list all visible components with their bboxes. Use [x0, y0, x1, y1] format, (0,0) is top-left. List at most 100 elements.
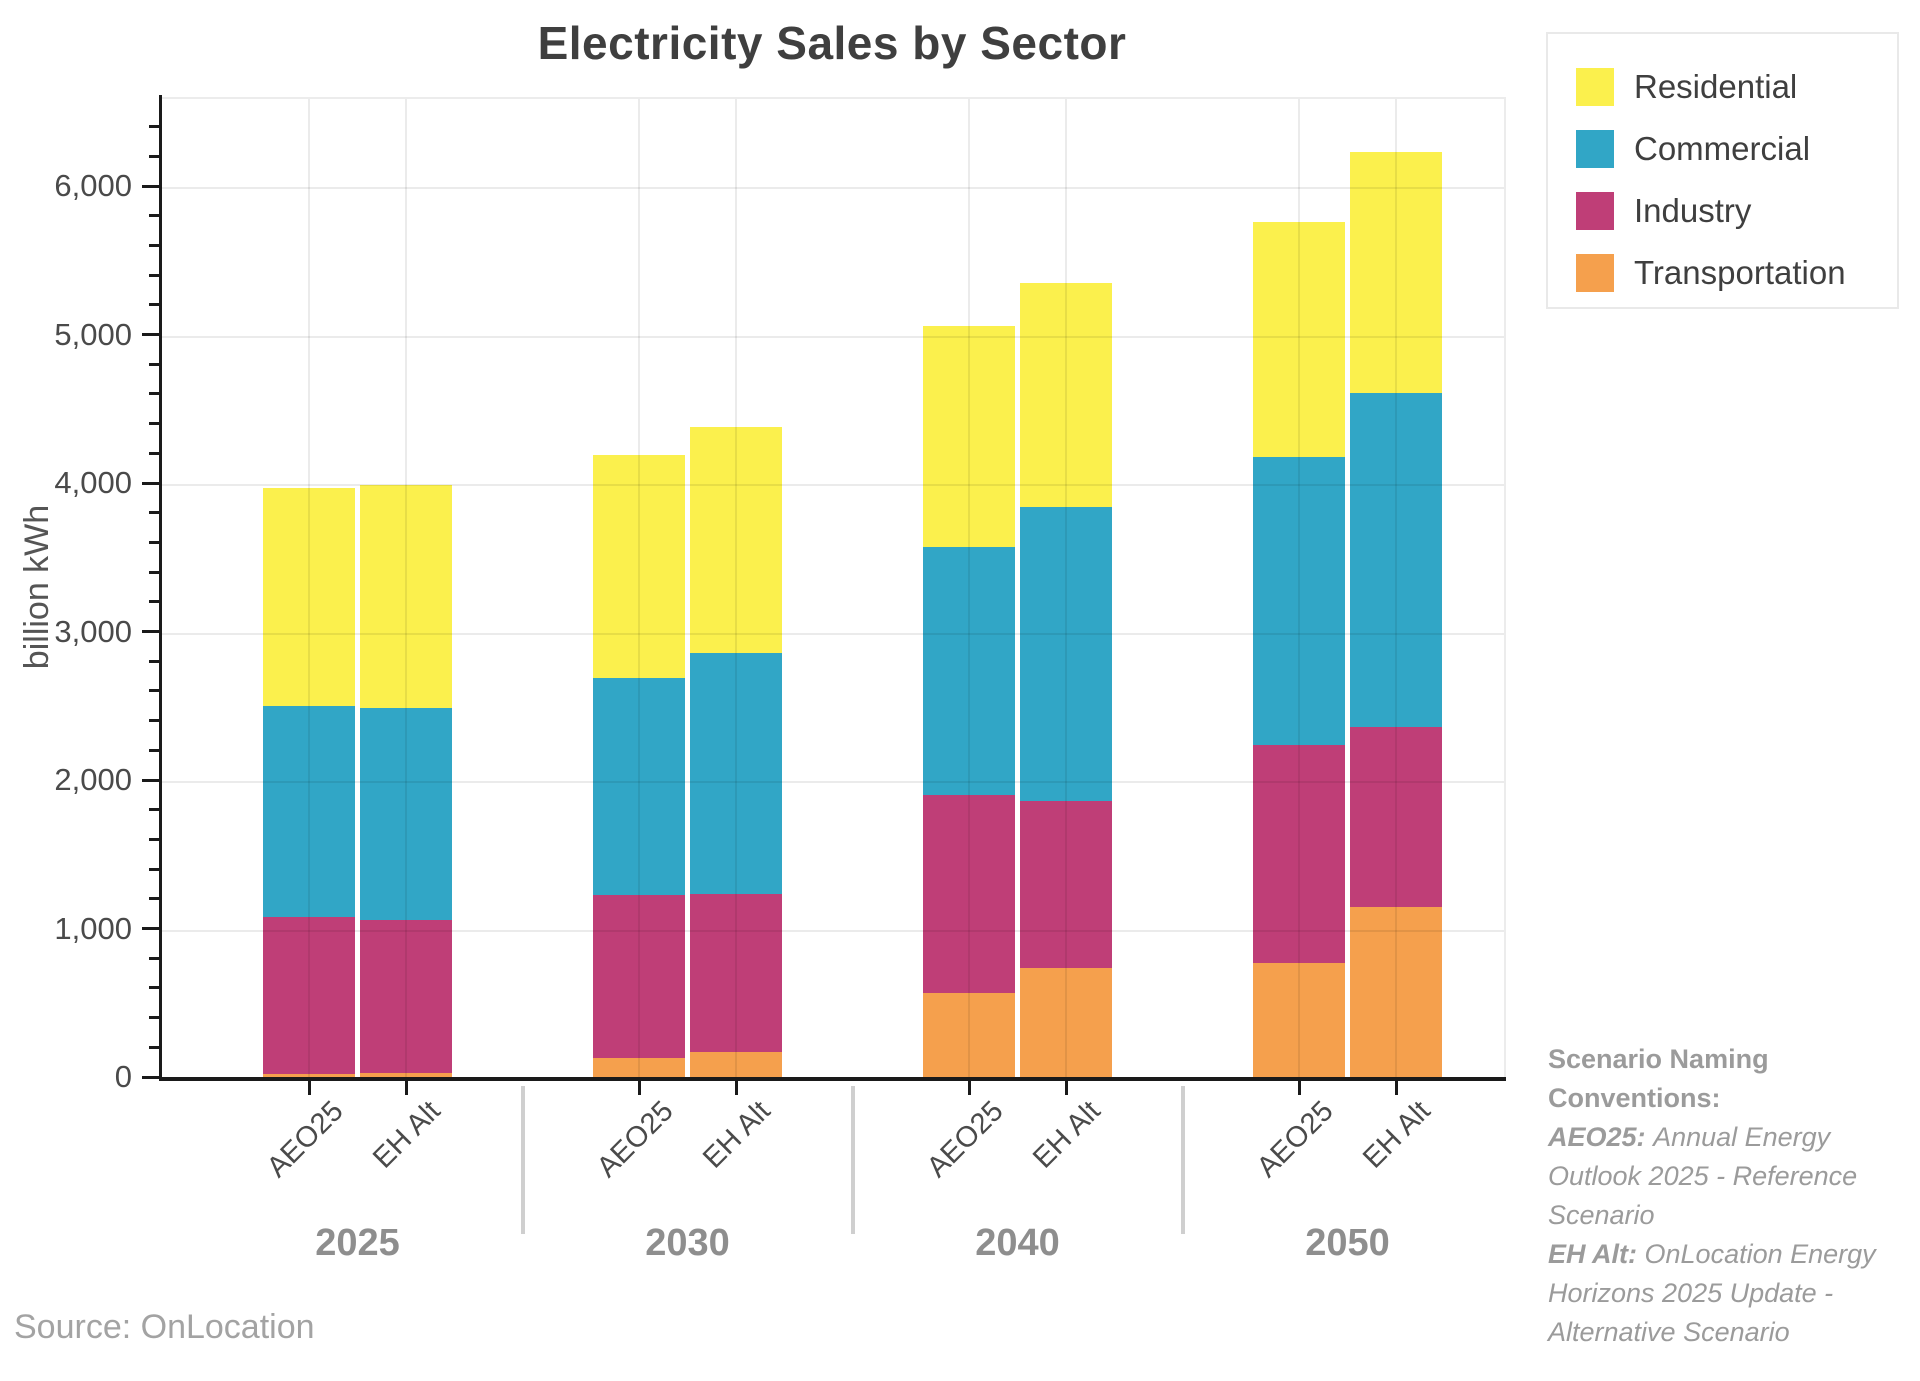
- bar-segment-2040-AEO25-commercial: [923, 547, 1015, 796]
- y-tick-4000: [142, 481, 159, 485]
- y-minor-tick-4600: [149, 392, 159, 396]
- group-separator-1: [520, 1086, 525, 1234]
- y-tick-2000: [142, 778, 159, 782]
- y-gridline-4000: [160, 484, 1504, 487]
- bar-segment-2040-EHAlt-residential: [1020, 283, 1112, 508]
- y-minor-tick-4200: [149, 451, 159, 455]
- bar-segment-2050-AEO25-residential: [1253, 222, 1345, 457]
- bar-segment-2030-EHAlt-residential: [690, 427, 782, 653]
- group-label-2030: 2030: [645, 1222, 730, 1264]
- source-label: Source: OnLocation: [14, 1308, 315, 1346]
- y-gridline-5000: [160, 335, 1504, 338]
- x-tick-5: [1064, 1079, 1068, 1095]
- legend-label-commercial: Commercial: [1634, 130, 1811, 167]
- bar-segment-2040-EHAlt-industry: [1020, 801, 1112, 968]
- y-minor-tick-1400: [149, 867, 159, 871]
- x-bar-label-1: EH Alt: [367, 1095, 447, 1175]
- y-minor-tick-1200: [149, 897, 159, 901]
- bar-segment-2030-AEO25-transportation: [593, 1058, 685, 1079]
- y-minor-tick-1600: [149, 837, 159, 841]
- y-tick-6000: [142, 184, 159, 188]
- y-gridline-6000: [160, 187, 1504, 190]
- x-gridline-3: [735, 99, 737, 1079]
- bar-segment-2025-EHAlt-residential: [360, 485, 452, 708]
- group-label-2040: 2040: [975, 1222, 1060, 1264]
- x-bar-label-4: AEO25: [920, 1095, 1010, 1184]
- scenario-note: Scenario Naming Conventions: AEO25: Annu…: [1548, 1040, 1910, 1352]
- group-separator-3: [1180, 1086, 1185, 1234]
- x-bar-label-3: EH Alt: [697, 1095, 777, 1175]
- bar-segment-2040-AEO25-transportation: [923, 992, 1015, 1079]
- y-minor-tick-1800: [149, 808, 159, 812]
- y-tick-label-5000: 5,000: [54, 316, 132, 352]
- legend-item-residential: Residential: [1576, 68, 1876, 112]
- bar-segment-2030-AEO25-industry: [593, 894, 685, 1059]
- x-gridline-7: [1395, 99, 1397, 1079]
- legend-item-commercial: Commercial: [1576, 130, 1876, 174]
- y-axis-label: billion kWh: [18, 504, 56, 670]
- x-bar-label-5: EH Alt: [1027, 1095, 1107, 1175]
- x-tick-3: [734, 1079, 738, 1095]
- legend-swatch-residential: [1576, 68, 1614, 106]
- x-axis-spine: [158, 1077, 1506, 1081]
- y-minor-tick-600: [149, 986, 159, 990]
- y-tick-3000: [142, 630, 159, 634]
- group-label-2025: 2025: [315, 1222, 400, 1264]
- x-gridline-0: [308, 99, 310, 1079]
- bar-segment-2025-AEO25-residential: [263, 488, 355, 707]
- x-tick-7: [1394, 1079, 1398, 1095]
- y-tick-0: [142, 1075, 159, 1079]
- y-minor-tick-3400: [149, 570, 159, 574]
- x-gridline-2: [638, 99, 640, 1079]
- legend-label-industry: Industry: [1634, 192, 1752, 229]
- group-label-2050: 2050: [1305, 1222, 1390, 1264]
- x-tick-1: [404, 1079, 408, 1095]
- bar-segment-2025-EHAlt-industry: [360, 920, 452, 1074]
- x-bar-label-6: AEO25: [1250, 1095, 1340, 1184]
- bar-segment-2030-EHAlt-transportation: [690, 1052, 782, 1079]
- y-minor-tick-2800: [149, 659, 159, 663]
- bar-segment-2050-AEO25-industry: [1253, 744, 1345, 964]
- bar-segment-2040-AEO25-industry: [923, 795, 1015, 993]
- y-minor-tick-4800: [149, 362, 159, 366]
- y-minor-tick-200: [149, 1045, 159, 1049]
- legend-swatch-commercial: [1576, 130, 1614, 168]
- x-gridline-6: [1298, 99, 1300, 1079]
- group-separator-2: [850, 1086, 855, 1234]
- x-bar-label-7: EH Alt: [1357, 1095, 1437, 1175]
- bar-segment-2025-EHAlt-commercial: [360, 707, 452, 921]
- y-gridline-2000: [160, 781, 1504, 784]
- y-minor-tick-6400: [149, 125, 159, 129]
- bar-segment-2050-EHAlt-transportation: [1350, 906, 1442, 1079]
- bar-segment-2050-AEO25-commercial: [1253, 456, 1345, 745]
- legend-item-industry: Industry: [1576, 192, 1876, 236]
- scenario-note-entry-ehalt: EH Alt: OnLocation Energy Horizons 2025 …: [1548, 1235, 1910, 1352]
- scenario-note-entry-aeo25: AEO25: Annual Energy Outlook 2025 - Refe…: [1548, 1118, 1910, 1235]
- y-minor-tick-5200: [149, 303, 159, 307]
- bar-segment-2050-EHAlt-residential: [1350, 152, 1442, 393]
- legend-box: Residential Commercial Industry Transportat…: [1546, 32, 1899, 309]
- y-minor-tick-800: [149, 956, 159, 960]
- scenario-note-desc-ehalt: OnLocation Energy Horizons 2025 Update -…: [1548, 1239, 1876, 1347]
- y-gridline-3000: [160, 632, 1504, 635]
- legend-item-transportation: Transportation: [1576, 254, 1876, 298]
- bar-segment-2025-AEO25-transportation: [263, 1073, 355, 1079]
- y-minor-tick-2600: [149, 689, 159, 693]
- bar-segment-2030-AEO25-residential: [593, 455, 685, 679]
- legend-swatch-industry: [1576, 192, 1614, 230]
- x-tick-6: [1297, 1079, 1301, 1095]
- y-minor-tick-400: [149, 1016, 159, 1020]
- bar-segment-2030-EHAlt-commercial: [690, 652, 782, 895]
- y-tick-label-0: 0: [114, 1059, 132, 1094]
- bar-segment-2025-AEO25-commercial: [263, 706, 355, 918]
- scenario-note-heading: Scenario Naming Conventions:: [1548, 1044, 1769, 1113]
- scenario-note-term-aeo25: AEO25:: [1548, 1122, 1646, 1152]
- x-gridline-5: [1065, 99, 1067, 1079]
- bar-segment-2040-EHAlt-transportation: [1020, 967, 1112, 1079]
- x-tick-0: [307, 1079, 311, 1095]
- y-minor-tick-3600: [149, 540, 159, 544]
- y-tick-1000: [142, 927, 159, 930]
- y-minor-tick-3800: [149, 511, 159, 515]
- legend-label-residential: Residential: [1634, 68, 1798, 105]
